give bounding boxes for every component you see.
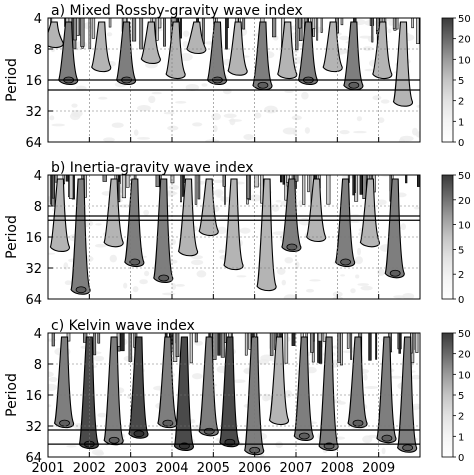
panel-1: a) Mixed Rossby-gravity wave index 4 8 16 32… <box>4 3 471 151</box>
event-blob <box>157 336 178 429</box>
colorbar-tick-label: 20 <box>458 350 471 361</box>
y-tick-label: 8 <box>34 43 42 58</box>
colorbar-tick-label: 50 <box>458 171 471 182</box>
y-tick-label: 16 <box>25 389 42 404</box>
colorbar-tick-label: 10 <box>458 55 471 66</box>
event-blob <box>165 21 186 80</box>
colorbar-tick-label: 20 <box>458 35 471 46</box>
y-tick-label: 32 <box>25 420 42 435</box>
x-tick-label: 2009 <box>362 461 395 475</box>
event-blob <box>227 21 248 76</box>
colorbar-tick-label: 10 <box>458 370 471 381</box>
event-blob <box>198 178 219 237</box>
colorbar: 0 1 2 5 10 20 50 <box>441 14 471 149</box>
event-blob <box>318 336 339 452</box>
event-blob <box>91 21 112 73</box>
colorbar: 0 2 5 10 20 50 <box>441 171 471 306</box>
colorbar-tick-label: 2 <box>458 97 464 108</box>
colorbar-tick-label: 50 <box>458 329 471 340</box>
event-blob <box>177 178 199 257</box>
colorbar: 0 1 2 5 10 20 50 <box>441 329 471 464</box>
x-tick-label: 2005 <box>197 461 230 475</box>
event-blob <box>347 336 368 429</box>
panel-2: b) Inertia-gravity wave index 4 8 16 32 64 Per… <box>4 160 471 308</box>
panel-title: a) Mixed Rossby-gravity wave index <box>51 3 303 19</box>
event-blob <box>78 336 99 450</box>
event-blob <box>268 336 290 426</box>
colorbar-tick-label: 0 <box>458 295 464 306</box>
colorbar-tick-label: 1 <box>458 117 464 128</box>
event-blob <box>392 21 414 107</box>
event-blob <box>359 178 380 248</box>
x-tick-label: 2003 <box>114 461 147 475</box>
event-blob <box>103 178 124 248</box>
event-blob <box>293 336 314 442</box>
colorbar-tick-label: 0 <box>458 453 464 464</box>
event-blob <box>124 178 145 268</box>
event-blob <box>48 21 64 49</box>
panel-title: c) Kelvin wave index <box>51 318 195 334</box>
x-tick-label: 2004 <box>155 461 188 475</box>
heatmap-field <box>48 18 420 142</box>
x-tick-label: 2007 <box>279 461 312 475</box>
colorbar-tick-label: 0 <box>458 138 464 149</box>
event-blob <box>384 178 405 279</box>
event-blob <box>186 21 207 55</box>
event-blob <box>49 178 70 253</box>
y-tick-label: 64 <box>25 451 42 466</box>
colorbar-tick-label: 1 <box>458 432 464 443</box>
colorbar-tick-label: 5 <box>458 76 464 87</box>
y-axis-label: Period <box>4 58 20 102</box>
colorbar-tick-label: 5 <box>458 245 464 256</box>
x-tick-label: 2006 <box>238 461 271 475</box>
event-blob <box>334 178 356 268</box>
x-tick-label: 2001 <box>31 461 64 475</box>
y-tick-label: 16 <box>25 74 42 89</box>
y-tick-label: 64 <box>25 136 42 151</box>
event-blob <box>153 178 174 284</box>
event-blob <box>376 336 397 444</box>
y-axis-label: Period <box>4 373 20 417</box>
event-blob <box>256 178 277 292</box>
x-tick-label: 2008 <box>321 461 354 475</box>
event-blob <box>281 178 302 253</box>
event-blob <box>128 336 149 439</box>
colorbar-tick-label: 2 <box>458 270 464 281</box>
colorbar-tick-label: 2 <box>458 412 464 423</box>
y-tick-label: 32 <box>25 262 42 277</box>
y-tick-label: 4 <box>34 169 42 184</box>
y-tick-label: 32 <box>25 105 42 120</box>
y-axis-label: Period <box>4 215 20 259</box>
colorbar-tick-label: 50 <box>458 14 471 25</box>
colorbar-tick-label: 20 <box>458 196 471 207</box>
event-blob <box>58 21 79 86</box>
event-blob <box>306 178 327 243</box>
event-blob <box>223 178 244 271</box>
y-tick-label: 4 <box>34 327 42 342</box>
y-tick-label: 8 <box>34 358 42 373</box>
x-tick-label: 2002 <box>73 461 106 475</box>
y-tick-label: 16 <box>25 231 42 246</box>
event-blob <box>372 21 393 80</box>
panel-title: b) Inertia-gravity wave index <box>51 160 253 176</box>
y-tick-label: 64 <box>25 293 42 308</box>
y-tick-label: 8 <box>34 200 42 215</box>
colorbar-tick-label: 10 <box>458 221 471 232</box>
y-tick-label: 4 <box>34 12 42 27</box>
colorbar-tick-label: 5 <box>458 391 464 402</box>
event-blob <box>140 21 161 65</box>
event-blob <box>277 21 298 80</box>
